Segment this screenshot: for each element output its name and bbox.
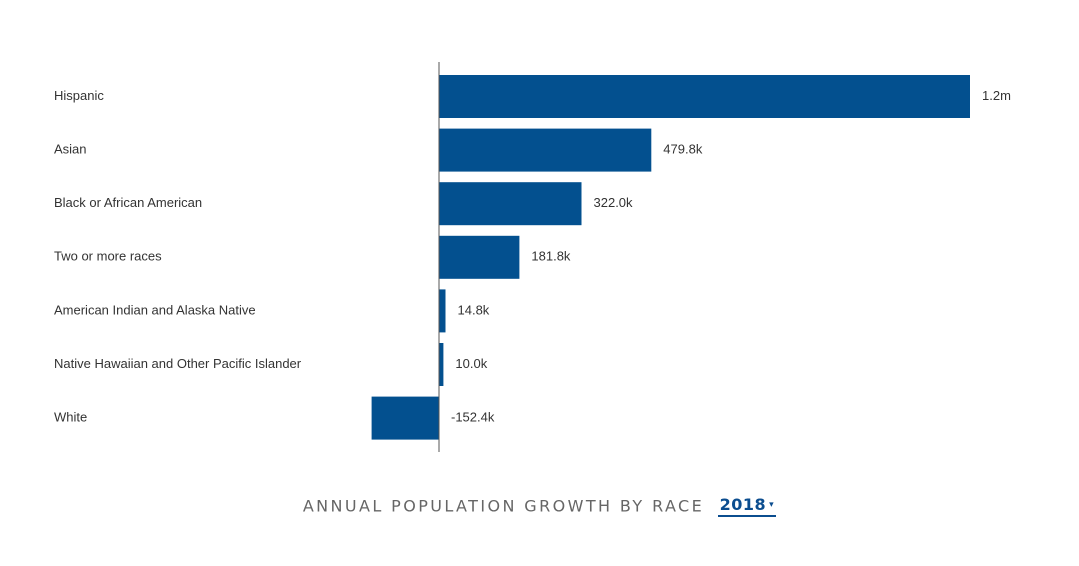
bar-chart: Hispanic 1.2m Asian 479.8k Black or African … <box>54 62 1011 452</box>
category-label: Hispanic <box>54 88 104 103</box>
bar-american-indian-and-alaska-native[interactable] <box>439 289 446 333</box>
value-label: 479.8k <box>663 142 703 157</box>
value-label: 1.2m <box>982 88 1011 103</box>
category-label: Native Hawaiian and Other Pacific Island… <box>54 356 302 371</box>
value-label: -152.4k <box>451 410 495 425</box>
year-dropdown-value: 2018 <box>719 495 767 514</box>
value-label: 10.0k <box>455 356 487 371</box>
bar-two-or-more-races[interactable] <box>439 235 520 279</box>
bar-asian[interactable] <box>439 128 652 172</box>
category-label: Asian <box>54 142 87 157</box>
bar-white[interactable] <box>371 396 439 440</box>
value-label: 181.8k <box>531 249 571 264</box>
labels-layer: Hispanic 1.2m Asian 479.8k Black or African … <box>54 88 1011 425</box>
chevron-down-icon: ▾ <box>769 500 775 510</box>
category-label: White <box>54 410 87 425</box>
value-label: 14.8k <box>458 302 490 317</box>
bar-black-or-african-american[interactable] <box>439 182 582 226</box>
year-dropdown[interactable]: 2018 ▾ <box>717 495 777 517</box>
category-label: American Indian and Alaska Native <box>54 302 256 317</box>
value-label: 322.0k <box>594 195 634 210</box>
category-label: Two or more races <box>54 249 162 264</box>
chart-title: ANNUAL POPULATION GROWTH BY RACE <box>302 496 705 516</box>
chart-caption: ANNUAL POPULATION GROWTH BY RACE 2018 ▾ <box>0 495 1079 517</box>
bars-layer <box>371 75 970 440</box>
bar-hispanic[interactable] <box>439 75 970 118</box>
bar-native-hawaiian-and-other-pacific-islander[interactable] <box>439 343 444 386</box>
category-label: Black or African American <box>54 195 202 210</box>
